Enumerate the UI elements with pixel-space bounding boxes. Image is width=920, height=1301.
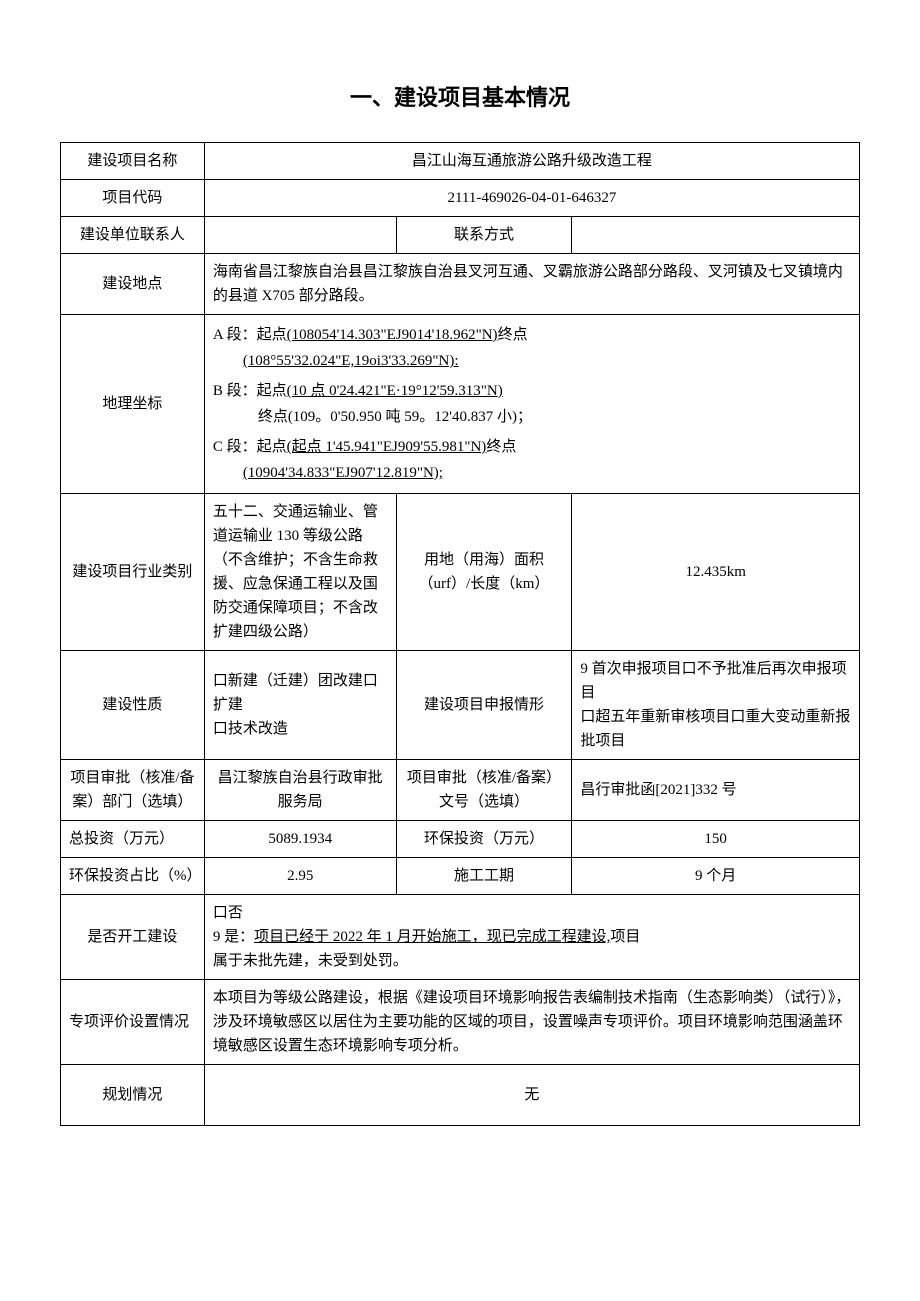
label-area-length: 用地（用海）面积（urf）/长度（km） [396,494,572,651]
label-construction-nature: 建设性质 [61,651,205,760]
table-row: 地理坐标 A 段：起点(108054'14.303"EJ9014'18.962"… [61,315,860,494]
coord-c-mid: 终点 [486,439,516,455]
table-row: 规划情况 无 [61,1065,860,1126]
started-line2c: 项目 [610,929,640,945]
label-env-ratio: 环保投资占比（%） [61,858,205,895]
project-info-table: 建设项目名称 昌江山海互通旅游公路升级改造工程 项目代码 2111-469026… [60,142,860,1126]
label-industry: 建设项目行业类别 [61,494,205,651]
coord-b-start: (10 点 0'24.421"E·19°12'59.313"N) [287,383,503,399]
table-row: 建设地点 海南省昌江黎族自治县昌江黎族自治县叉河互通、叉霸旅游公路部分路段、叉河… [61,254,860,315]
table-row: 建设单位联系人 联系方式 [61,217,860,254]
label-project-name: 建设项目名称 [61,143,205,180]
table-row: 项目审批（核准/备案）部门（选填） 昌江黎族自治县行政审批服务局 项目审批（核准… [61,760,860,821]
value-construction-period: 9 个月 [572,858,860,895]
label-started: 是否开工建设 [61,895,205,980]
value-contact-method [572,217,860,254]
table-row: 建设性质 口新建（迁建）团改建口扩建 口技术改造 建设项目申报情形 9 首次申报… [61,651,860,760]
table-row: 环保投资占比（%） 2.95 施工工期 9 个月 [61,858,860,895]
value-started: 口否 9 是：项目已经于 2022 年 1 月开始施工，现已完成工程建设,项目 … [204,895,859,980]
coord-b-prefix: B 段：起点 [213,383,287,399]
label-project-code: 项目代码 [61,180,205,217]
table-row: 专项评价设置情况 本项目为等级公路建设，根据《建设项目环境影响报告表编制技术指南… [61,980,860,1065]
label-contact-person: 建设单位联系人 [61,217,205,254]
started-line2b: 项目已经于 2022 年 1 月开始施工，现已完成工程建设, [254,929,610,945]
table-row: 建设项目行业类别 五十二、交通运输业、管道运输业 130 等级公路（不含维护；不… [61,494,860,651]
value-total-investment: 5089.1934 [204,821,396,858]
table-row: 是否开工建设 口否 9 是：项目已经于 2022 年 1 月开始施工，现已完成工… [61,895,860,980]
label-construction-period: 施工工期 [396,858,572,895]
table-row: 项目代码 2111-469026-04-01-646327 [61,180,860,217]
label-approval-number: 项目审批（核准/备案）文号（选填） [396,760,572,821]
coord-a-start: (108054'14.303"EJ9014'18.962"N) [287,327,498,343]
table-row: 总投资（万元） 5089.1934 环保投资（万元） 150 [61,821,860,858]
value-contact-person [204,217,396,254]
label-total-investment: 总投资（万元） [61,821,205,858]
label-declare-situation: 建设项目申报情形 [396,651,572,760]
started-line3: 属于未批先建，未受到处罚。 [213,949,851,973]
value-planning: 无 [204,1065,859,1126]
value-project-name: 昌江山海互通旅游公路升级改造工程 [204,143,859,180]
coord-a-end: (108°55'32.024"E,19oi3'33.269"N): [243,353,459,369]
coord-a-prefix: A 段：起点 [213,327,287,343]
label-contact-method: 联系方式 [396,217,572,254]
label-special-evaluation: 专项评价设置情况 [61,980,205,1065]
coord-c-start: (起点 1'45.941"EJ909'55.981"N) [287,439,487,455]
coord-c-prefix: C 段：起点 [213,439,287,455]
value-approval-dept: 昌江黎族自治县行政审批服务局 [204,760,396,821]
value-declare-situation: 9 首次申报项目口不予批准后再次申报项目 口超五年重新审核项目口重大变动重新报批… [572,651,860,760]
started-line1: 口否 [213,901,851,925]
value-env-investment: 150 [572,821,860,858]
table-row: 建设项目名称 昌江山海互通旅游公路升级改造工程 [61,143,860,180]
value-construction-nature: 口新建（迁建）团改建口扩建 口技术改造 [204,651,396,760]
value-approval-number: 昌行审批函[2021]332 号 [572,760,860,821]
label-location: 建设地点 [61,254,205,315]
value-location: 海南省昌江黎族自治县昌江黎族自治县叉河互通、叉霸旅游公路部分路段、叉河镇及七叉镇… [204,254,859,315]
value-env-ratio: 2.95 [204,858,396,895]
coord-b-end: 终点(109。0'50.950 吨 59。12'40.837 小)； [258,409,532,425]
label-env-investment: 环保投资（万元） [396,821,572,858]
started-line2a: 9 是： [213,929,254,945]
coord-c-end: (10904'34.833"EJ907'12.819"N); [243,465,443,481]
coord-a-mid: 终点 [498,327,528,343]
value-area-length: 12.435km [572,494,860,651]
label-planning: 规划情况 [61,1065,205,1126]
label-coordinates: 地理坐标 [61,315,205,494]
value-project-code: 2111-469026-04-01-646327 [204,180,859,217]
value-special-evaluation: 本项目为等级公路建设，根据《建设项目环境影响报告表编制技术指南（生态影响类）（试… [204,980,859,1065]
section-title: 一、建设项目基本情况 [60,80,860,112]
value-industry: 五十二、交通运输业、管道运输业 130 等级公路（不含维护；不含生命救援、应急保… [204,494,396,651]
value-coordinates: A 段：起点(108054'14.303"EJ9014'18.962"N)终点 … [204,315,859,494]
label-approval-dept: 项目审批（核准/备案）部门（选填） [61,760,205,821]
